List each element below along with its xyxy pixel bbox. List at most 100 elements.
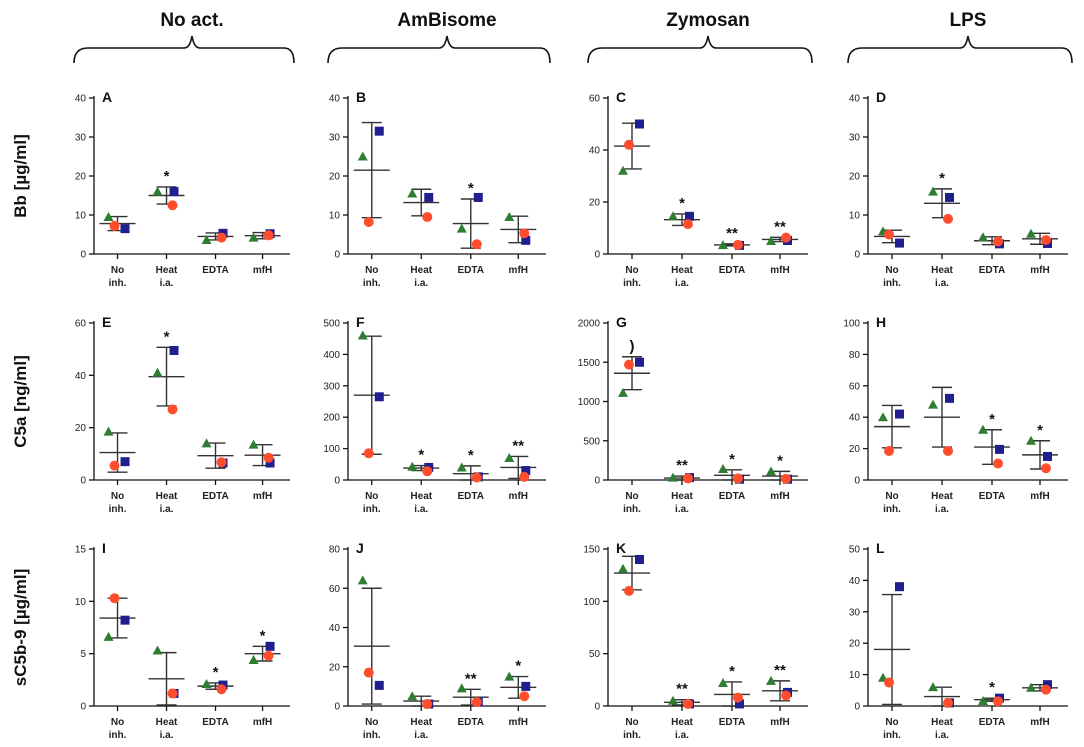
panel-letter: C [616,89,626,105]
y-tick-label: 0 [594,250,600,261]
x-tick-label: mfH [770,265,789,276]
triangle-marker [668,472,678,482]
square-marker [521,681,531,691]
panel-letter: K [616,540,626,556]
circle-marker [624,359,634,370]
significance-marker: * [164,328,170,345]
circle-marker [1041,234,1051,245]
column-bracket [73,35,295,64]
x-tick-label: No [365,491,378,502]
circle-marker [884,677,894,688]
y-tick-label: 0 [334,250,340,261]
data-group [924,682,960,708]
triangle-marker [1026,435,1036,445]
x-tick-label: Heat [156,265,178,276]
significance-marker: * [468,447,474,464]
y-tick-label: 500 [583,436,600,447]
y-tick-label: 0 [594,476,600,487]
data-group [874,582,910,706]
significance-marker: ** [774,218,786,235]
y-tick-label: 50 [589,649,601,660]
data-group: * [403,447,440,477]
data-group: ** [452,670,489,708]
triangle-marker [928,186,938,196]
x-tick-label: EDTA [719,491,745,502]
data-group [500,211,537,245]
data-group [874,226,910,248]
x-tick-label: No [111,717,124,728]
y-tick-label: 0 [80,702,86,713]
circle-marker [167,200,178,211]
x-tick-label: mfH [253,491,272,502]
y-tick-label: 0 [594,702,600,713]
y-tick-label: 40 [75,371,87,382]
panel-letter: L [876,540,885,556]
x-tick-label: inh. [109,504,127,515]
y-tick-label: 2000 [578,319,601,330]
bracket-line [587,35,813,64]
significance-marker: * [729,663,735,680]
triangle-marker [103,631,114,641]
x-tick-label: mfH [1030,717,1049,728]
y-tick-label: 60 [75,319,87,330]
data-group [99,593,136,641]
triangle-marker [766,236,776,245]
panel-g: G 0 500 1000 1500 2000 No inh. Heat i.a. EDTA mfH) *… [578,314,808,515]
circle-marker [216,457,227,468]
circle-marker [167,688,178,699]
y-tick-label: 300 [323,381,340,392]
circle-marker [109,460,120,471]
y-tick-label: 40 [75,94,87,105]
y-tick-label: 40 [329,623,341,634]
x-tick-label: inh. [109,278,127,289]
triangle-marker [248,654,259,664]
x-tick-label: inh. [623,504,641,515]
data-group: * [452,447,489,483]
x-tick-label: No [885,265,898,276]
data-group: * [974,411,1010,469]
square-marker [473,192,483,202]
y-tick-label: 30 [329,133,341,144]
y-tick-label: 50 [849,545,861,556]
triangle-marker [504,211,515,221]
square-marker [374,126,384,136]
y-tick-label: 40 [849,94,861,105]
row-label: C5a [ng/ml] [11,355,30,448]
significance-marker: * [213,664,219,681]
y-tick-label: 20 [75,172,87,183]
bracket-line [847,35,1073,64]
square-marker [945,192,954,202]
column-title: LPS [950,10,987,31]
circle-marker [733,473,743,484]
column-title: AmBisome [397,10,496,31]
y-tick-label: 0 [854,476,860,487]
significance-marker: * [679,195,685,212]
y-tick-label: 40 [849,413,861,424]
x-tick-label: i.a. [935,504,949,515]
data-group [197,228,234,244]
y-tick-label: 150 [583,545,600,556]
square-marker [265,458,275,468]
x-tick-label: i.a. [414,278,428,289]
y-tick-label: 1500 [578,358,601,369]
data-group: ) [614,338,650,397]
x-tick-label: No [111,265,124,276]
triangle-marker [152,186,163,196]
x-tick-label: inh. [623,730,641,741]
circle-marker [167,404,178,415]
triangle-marker [1026,682,1036,692]
x-tick-label: mfH [770,491,789,502]
triangle-marker [248,232,259,242]
y-tick-label: 0 [854,702,860,713]
data-group: * [762,452,798,484]
x-tick-label: inh. [883,730,901,741]
x-tick-label: No [625,491,638,502]
x-tick-label: No [885,491,898,502]
y-tick-label: 20 [589,198,601,209]
y-tick-label: 10 [329,211,341,222]
y-tick-label: 10 [849,211,861,222]
x-tick-label: inh. [883,278,901,289]
triangle-marker [978,232,988,242]
data-group: * [974,679,1010,707]
circle-marker [624,139,634,150]
